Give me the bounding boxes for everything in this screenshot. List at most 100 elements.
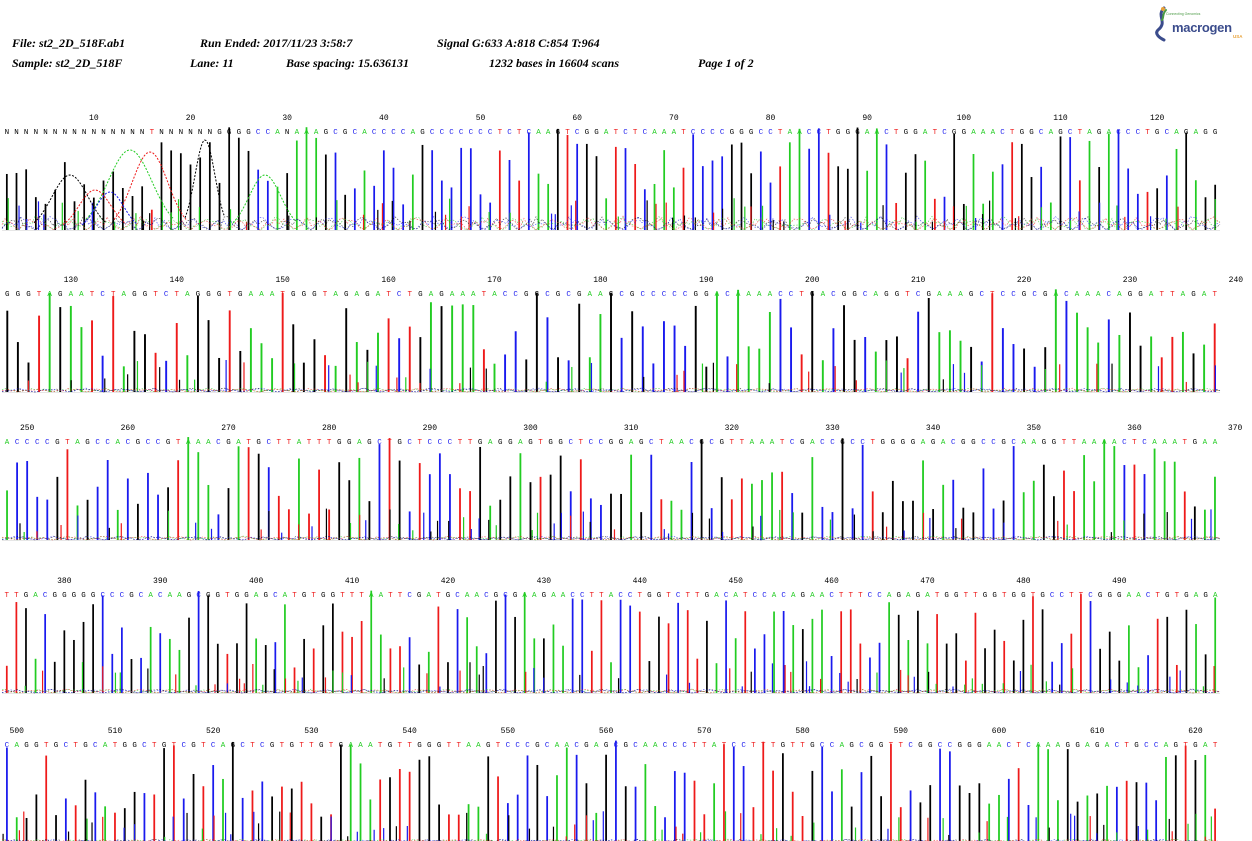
trace-peak bbox=[533, 638, 536, 693]
base-call: C bbox=[1146, 592, 1151, 600]
base-call: T bbox=[1213, 742, 1218, 750]
base-call: C bbox=[618, 592, 623, 600]
trace-peak bbox=[939, 748, 941, 841]
base-call: G bbox=[246, 129, 251, 137]
trace-noise bbox=[965, 205, 967, 230]
trace-noise bbox=[1202, 686, 1205, 693]
base-call: A bbox=[820, 592, 825, 600]
base-call: T bbox=[498, 129, 503, 137]
trace-noise bbox=[792, 512, 794, 540]
base-call: T bbox=[1159, 291, 1164, 299]
base-call: T bbox=[340, 592, 345, 600]
trace-peak bbox=[1194, 760, 1197, 841]
trace-peak bbox=[529, 482, 532, 540]
trace-peak bbox=[811, 291, 814, 392]
base-call: A bbox=[427, 592, 432, 600]
trace-peak bbox=[595, 812, 598, 841]
base-call: T bbox=[1183, 439, 1188, 447]
trace-noise bbox=[978, 832, 980, 841]
base-position-tick: 100 bbox=[957, 114, 972, 123]
trace-peak bbox=[63, 162, 66, 230]
trace-noise bbox=[186, 812, 188, 841]
base-call: G bbox=[123, 742, 128, 750]
trace-peak bbox=[653, 183, 656, 230]
base-call: A bbox=[1174, 129, 1179, 137]
base-call: C bbox=[991, 439, 996, 447]
base-call: G bbox=[594, 129, 599, 137]
base-call: A bbox=[971, 129, 976, 137]
trace-peak bbox=[619, 599, 622, 693]
trace-peak bbox=[293, 667, 296, 693]
base-call: A bbox=[1056, 742, 1061, 750]
trace-noise bbox=[663, 529, 665, 540]
chromatogram-panel-5: 500 510 520 530 540 550 560 570 580 590 600 610 620C… bbox=[1, 727, 1220, 841]
trace-peak bbox=[450, 187, 453, 230]
base-call: A bbox=[561, 592, 566, 600]
trace-noise bbox=[123, 827, 125, 841]
base-call: C bbox=[781, 592, 786, 600]
trace-noise bbox=[1006, 816, 1009, 841]
trace-noise bbox=[613, 529, 616, 540]
base-call: A bbox=[185, 291, 190, 299]
trace-peak bbox=[620, 337, 623, 392]
trace-peak bbox=[313, 339, 316, 392]
trace-peak bbox=[199, 157, 202, 230]
base-call: G bbox=[971, 439, 976, 447]
base-call: G bbox=[331, 592, 336, 600]
trace-peak bbox=[92, 197, 95, 230]
base-call: A bbox=[69, 291, 74, 299]
trace-peak bbox=[133, 330, 136, 392]
base-call: G bbox=[62, 592, 67, 600]
trace-peak bbox=[899, 807, 902, 841]
trace-noise bbox=[412, 530, 414, 540]
trace-noise bbox=[373, 829, 375, 841]
trace-peak bbox=[837, 166, 840, 230]
trace-peak bbox=[359, 763, 362, 841]
trace-noise bbox=[741, 686, 743, 693]
base-call: G bbox=[34, 742, 39, 750]
base-call: A bbox=[465, 592, 470, 600]
trace-peak bbox=[874, 351, 877, 392]
trace-noise bbox=[1048, 827, 1050, 841]
trace-peak bbox=[1049, 202, 1052, 230]
trace-peak bbox=[101, 355, 104, 392]
base-call: C bbox=[273, 592, 278, 600]
base-call: A bbox=[653, 742, 658, 750]
trace-peak bbox=[849, 609, 852, 693]
trace-noise bbox=[41, 670, 44, 693]
trace-peak bbox=[469, 148, 472, 230]
base-call: G bbox=[881, 439, 886, 447]
base-position-tick: 30 bbox=[282, 114, 292, 123]
trace-noise bbox=[281, 532, 283, 540]
base-call: C bbox=[95, 439, 100, 447]
base-call: A bbox=[5, 439, 10, 447]
trace-peak bbox=[175, 323, 178, 392]
base-call: T bbox=[695, 592, 700, 600]
trace-peak bbox=[866, 170, 869, 230]
trace-noise bbox=[167, 510, 170, 540]
trace-peak bbox=[559, 455, 562, 540]
base-call: G bbox=[72, 592, 77, 600]
base-call: C bbox=[391, 129, 396, 137]
trace-peak bbox=[943, 196, 946, 230]
trace-peak bbox=[73, 639, 75, 693]
trace-peak bbox=[358, 457, 361, 540]
trace-noise bbox=[1066, 524, 1068, 540]
base-call: C bbox=[240, 742, 245, 750]
trace-noise bbox=[172, 816, 174, 841]
trace-peak bbox=[25, 608, 27, 693]
trace-peak bbox=[1195, 624, 1197, 693]
trace-peak bbox=[349, 744, 352, 841]
base-call: C bbox=[863, 291, 868, 299]
trace-noise bbox=[77, 515, 79, 540]
base-call: C bbox=[570, 592, 575, 600]
trace-peak bbox=[891, 480, 894, 540]
trace-peak bbox=[972, 512, 975, 540]
base-call: N bbox=[101, 129, 106, 137]
trace-peak bbox=[493, 363, 496, 392]
trace-peak bbox=[418, 759, 421, 841]
base-position-tick: 450 bbox=[728, 577, 743, 586]
base-call: G bbox=[842, 291, 847, 299]
trace-noise bbox=[1185, 381, 1187, 392]
logo-tagline: Connecting Genomics bbox=[1166, 12, 1201, 16]
